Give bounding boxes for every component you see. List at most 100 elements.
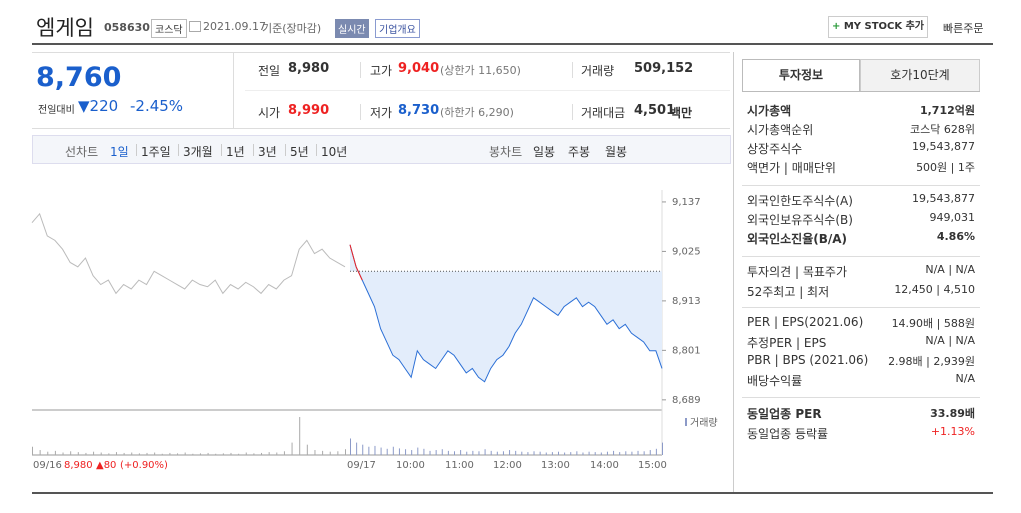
volume-bar (146, 452, 148, 455)
x-label: 13:00 (541, 460, 570, 471)
summary-value: 509,152 (634, 61, 694, 76)
volume-bar (245, 452, 247, 455)
volume-bar (423, 448, 425, 455)
volume-bar (100, 452, 102, 455)
sep (253, 144, 254, 156)
x-label: 09/17 (347, 460, 376, 471)
volume-bar (490, 450, 492, 455)
divider (360, 104, 361, 120)
mystock-button[interactable]: + MY STOCK 추가 (828, 16, 928, 38)
up-segment (349, 244, 357, 268)
stock-code: 058630 (104, 21, 150, 34)
change-value: 220 (89, 97, 119, 115)
period-button[interactable]: 5년 (290, 145, 309, 159)
volume-bar (329, 451, 331, 455)
y-tick-label: 8,913 (672, 296, 701, 307)
period-button[interactable]: 1주일 (141, 145, 171, 159)
realtime-badge[interactable]: 실시간 (335, 19, 369, 38)
info-label: 외국인한도주식수(A) (747, 194, 853, 208)
change-rate: -2.45% (130, 97, 184, 115)
candle-button[interactable]: 주봉 (568, 145, 591, 159)
volume-bar (625, 451, 627, 455)
volume-bar (398, 448, 400, 455)
volume-bar (466, 451, 468, 455)
info-value: N/A | N/A (925, 334, 975, 347)
info-label: 투자의견 | 목표주가 (747, 265, 847, 279)
volume-bar (484, 449, 486, 455)
up-segment (355, 266, 363, 281)
market-badge: 코스닥 (151, 19, 187, 38)
section-rule (742, 397, 980, 398)
volume-bar (655, 448, 657, 455)
volume-bar (184, 452, 186, 455)
summary-value: 4,501 (634, 103, 676, 118)
info-label: 시가총액순위 (747, 123, 814, 137)
volume-bar (429, 450, 431, 455)
period-button[interactable]: 1일 (110, 145, 129, 159)
volume-bar (441, 449, 443, 455)
summary-label: 고가 (370, 64, 393, 78)
sep (136, 144, 137, 156)
volume-bar (32, 446, 33, 455)
volume-bar (478, 451, 480, 455)
tab[interactable]: 투자정보 (742, 59, 860, 91)
summary-value: 9,040 (398, 61, 440, 76)
y-tick-label: 8,689 (672, 395, 701, 406)
info-value: 12,450 | 4,510 (894, 283, 975, 296)
volume-bar (521, 451, 523, 455)
volume-bar (386, 448, 388, 455)
volume-bar (70, 451, 72, 455)
volume-bar (54, 450, 56, 455)
info-value: N/A (955, 372, 975, 385)
volume-bar (600, 452, 602, 455)
period-button[interactable]: 10년 (321, 145, 348, 159)
area (350, 244, 662, 382)
x-label: 11:00 (445, 460, 474, 471)
candle-button[interactable]: 일봉 (533, 145, 556, 159)
sep (178, 144, 179, 156)
volume-bar (268, 452, 270, 455)
volume-bar (570, 452, 572, 455)
sep (316, 144, 317, 156)
volume-bar (314, 450, 316, 455)
summary-label: 거래량 (581, 64, 615, 78)
volume-bar (207, 452, 209, 455)
volume-bar (222, 453, 224, 455)
quick-order[interactable]: 빠른주문 (943, 22, 984, 35)
info-label: 시가총액 (747, 104, 792, 118)
period-button[interactable]: 3년 (258, 145, 277, 159)
volume-bar (238, 453, 240, 455)
divider (572, 62, 573, 78)
volume-bar (545, 452, 547, 455)
period-button[interactable]: 3개월 (183, 145, 213, 159)
tab-rule (742, 91, 980, 92)
candle-button[interactable]: 월봉 (605, 145, 628, 159)
summary-value: 8,980 (288, 61, 330, 76)
info-label: 외국인소진율(B/A) (747, 232, 848, 246)
volume-bar (169, 452, 171, 455)
info-label: 동일업종 PER (747, 407, 822, 421)
volume-icon (685, 418, 687, 426)
volume-bar (199, 453, 201, 455)
info-value: 19,543,877 (912, 192, 975, 205)
info-value: 코스닥 628위 (910, 123, 975, 136)
tab[interactable]: 호가10단계 (860, 59, 980, 92)
volume-bar (551, 452, 553, 455)
volume-bar (411, 450, 413, 455)
volume-bar (405, 449, 407, 455)
volume-bar (417, 447, 419, 455)
summary-label: 저가 (370, 106, 393, 120)
volume-bar (502, 451, 504, 455)
volume-bar (299, 417, 301, 455)
divider (245, 90, 730, 91)
period-button[interactable]: 1년 (226, 145, 245, 159)
summary-value: 8,990 (288, 103, 330, 118)
plus-icon: + (831, 21, 844, 32)
overview-button[interactable]: 기업개요 (375, 19, 420, 38)
info-value: 1,712억원 (919, 104, 975, 117)
info-label: 상장주식수 (747, 142, 803, 156)
volume-bar (606, 451, 608, 455)
summary-label: 시가 (258, 106, 281, 120)
volume-bar (291, 442, 293, 455)
volume-bar (123, 452, 125, 455)
